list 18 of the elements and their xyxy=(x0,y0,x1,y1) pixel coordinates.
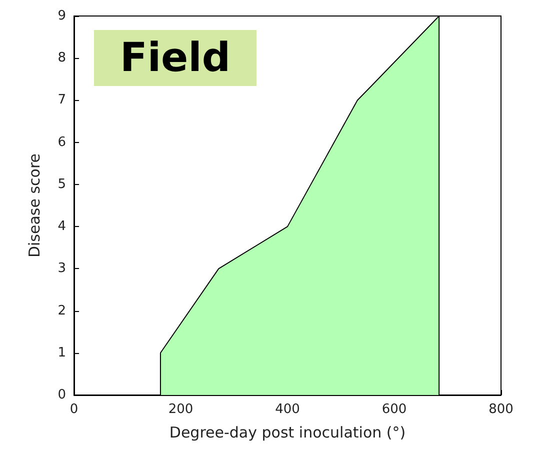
y-tick-label: 1 xyxy=(58,345,66,360)
y-tick-label: 2 xyxy=(58,303,66,318)
y-tick-label: 4 xyxy=(58,219,66,234)
x-tick-label: 600 xyxy=(382,402,407,417)
y-tick-label: 3 xyxy=(58,261,66,276)
y-tick-label: 8 xyxy=(58,50,66,66)
y-tick-label: 9 xyxy=(58,8,66,24)
text: Field xyxy=(120,35,231,81)
y-tick-label: 7 xyxy=(58,92,66,108)
x-axis-title: Degree-day post inoculation (°) xyxy=(169,424,406,442)
y-tick-label: 6 xyxy=(58,134,66,150)
x-tick-label: 800 xyxy=(488,402,514,417)
x-tick-label: 400 xyxy=(275,402,300,417)
x-tick-label: 0 xyxy=(70,402,78,417)
y-tick-label: 5 xyxy=(58,176,66,192)
x-tick-label: 200 xyxy=(168,402,194,417)
y-tick-label: 0 xyxy=(58,388,66,402)
y-axis-title: Disease score xyxy=(26,153,44,258)
